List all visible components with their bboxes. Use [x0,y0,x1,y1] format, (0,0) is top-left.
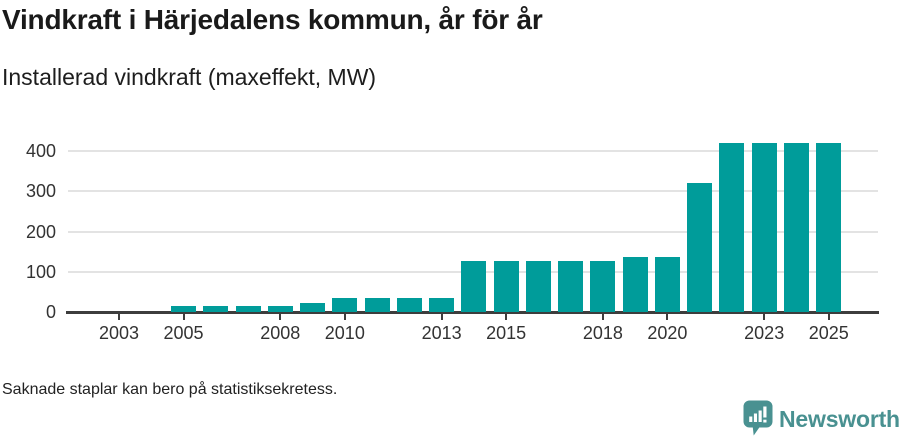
bar [364,297,390,312]
bar [429,297,455,312]
bar [590,260,616,312]
bar [719,143,745,312]
gridline-400 [68,150,878,152]
x-tick [666,313,669,320]
x-tick-label: 2008 [260,323,301,343]
x-tick-label: 2018 [582,323,623,343]
x-tick-label: 2005 [163,323,204,343]
x-tick [601,313,604,320]
x-tick [440,313,443,320]
x-tick-label: 2010 [324,323,365,343]
x-tick-label: 2015 [486,323,527,343]
chart-subtitle: Installerad vindkraft (maxeffekt, MW) [2,64,377,90]
bar [300,302,326,312]
bar [622,257,648,312]
bar [783,143,809,312]
bar [816,143,842,312]
x-tick [343,313,346,320]
bar [654,257,680,312]
bar [332,297,358,312]
x-axis-line [66,311,879,314]
x-tick-label: 2013 [421,323,462,343]
gridline-200 [68,230,878,233]
x-tick-label: 2025 [808,323,849,343]
newsworthy-logo-text: Newsworthy [779,406,900,432]
bar [493,260,519,312]
page-title: Vindkraft i Härjedalens kommun, år för å… [2,4,543,35]
x-tick [118,313,120,320]
bar [396,297,422,312]
x-tick-label: 2003 [98,323,140,343]
bar [461,260,487,312]
newsworthy-logo[interactable]: Newsworthy [743,400,900,439]
bar [203,305,229,312]
x-tick-label: 2023 [744,323,785,343]
bar [171,305,197,312]
bar [558,260,584,312]
y-tick-label: 100 [25,261,56,282]
bar [751,143,777,312]
footnote: Saknade staplar kan bero på statistiksek… [2,381,338,398]
y-tick-label: 0 [45,302,56,322]
gridline-300 [68,190,878,193]
x-tick [827,313,830,320]
bar [267,305,293,312]
bar [687,183,713,312]
y-tick-label: 400 [25,141,56,161]
bar [525,260,551,312]
x-tick [182,313,185,320]
x-tick-label: 2020 [647,323,688,343]
newsworthy-speech-bubble-chart-icon [743,400,773,436]
x-tick [763,313,766,320]
bar [235,305,261,312]
y-tick-label: 200 [25,221,56,242]
x-tick [279,313,282,320]
y-tick-label: 300 [25,181,56,202]
x-tick [505,313,508,320]
